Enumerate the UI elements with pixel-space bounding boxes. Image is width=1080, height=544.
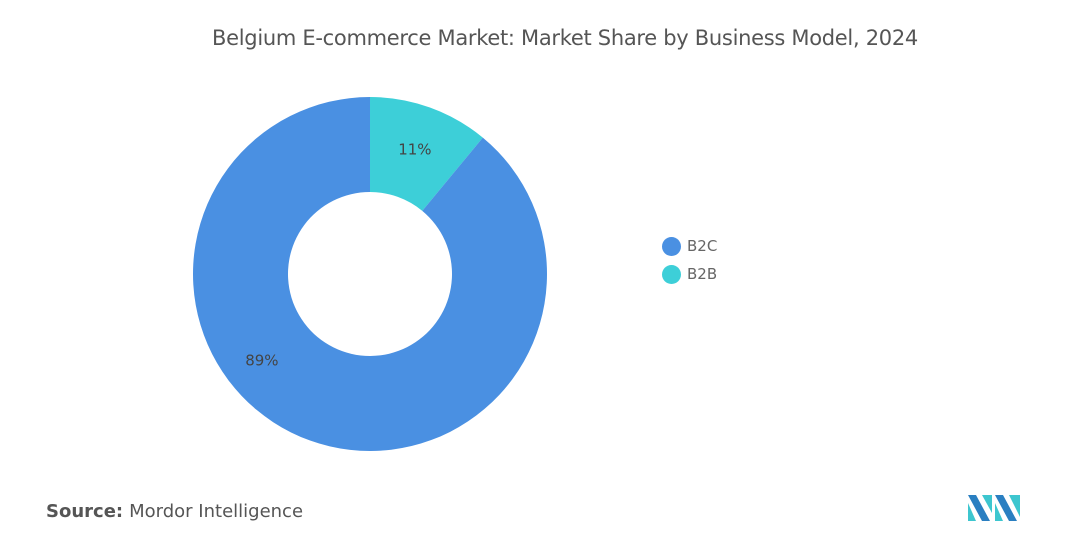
source-value: Mordor Intelligence bbox=[129, 501, 304, 522]
legend-swatch-b2c bbox=[662, 236, 681, 256]
source-note: Source: Mordor Intelligence bbox=[46, 501, 303, 522]
legend: B2C B2B bbox=[662, 232, 717, 288]
legend-label-b2c: B2C bbox=[687, 237, 718, 255]
legend-label-b2b: B2B bbox=[687, 265, 718, 283]
slice-b2c bbox=[192, 97, 547, 452]
data-label-b2c: 89% bbox=[245, 352, 278, 370]
legend-item-b2b[interactable]: B2B bbox=[662, 260, 717, 288]
mordor-intelligence-logo-icon bbox=[968, 495, 1020, 521]
legend-item-b2c[interactable]: B2C bbox=[662, 232, 717, 260]
slice-b2b bbox=[370, 97, 483, 211]
chart-title: Belgium E-commerce Market: Market Share … bbox=[212, 26, 918, 50]
source-label: Source: bbox=[46, 501, 124, 522]
legend-swatch-b2b bbox=[662, 264, 681, 284]
data-label-b2b: 11% bbox=[398, 140, 431, 158]
